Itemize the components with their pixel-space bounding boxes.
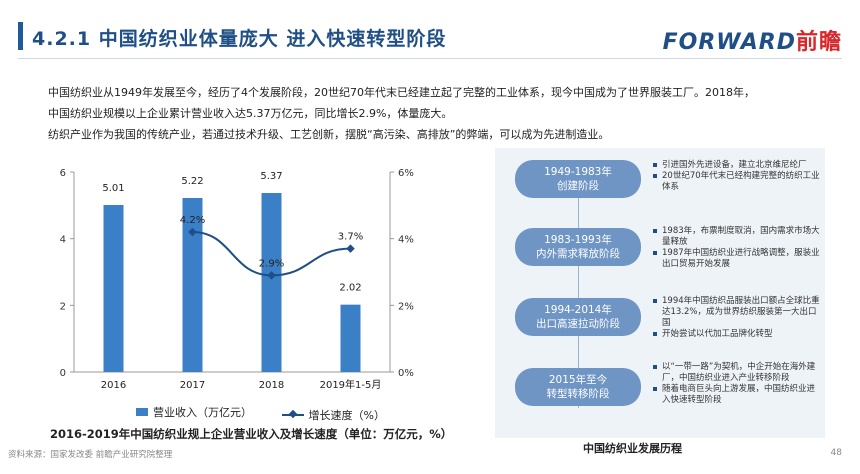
bar-2018	[261, 193, 282, 372]
x-tick-label: 2019年1-5月	[320, 378, 382, 391]
stage-4-bullet-2: 随着电商巨头向上游发展，中国纺织业进入快速转型阶段	[653, 384, 823, 406]
header-divider	[18, 58, 842, 59]
y-right-tick-label: 6%	[398, 168, 414, 179]
logo-latin: FORWARD	[662, 30, 796, 55]
stage-1-bullet-2: 20世纪70年代末已经构建完整的纺织工业体系	[653, 171, 823, 193]
growth-point	[267, 271, 276, 280]
growth-point	[346, 244, 355, 253]
growth-value-label: 4.2%	[180, 215, 205, 226]
legend-label-growth: 增长速度（%）	[308, 409, 385, 422]
bar-value-label: 5.37	[260, 171, 282, 182]
stage-2-period: 1983-1993年	[544, 234, 612, 246]
chart-legend: 营业收入（万亿元） 增长速度（%）	[136, 404, 411, 423]
page-header: 4.2.1 中国纺织业体量庞大 进入快速转型阶段 FORWARD前瞻	[18, 18, 842, 56]
logo-cn: 前瞻	[795, 30, 842, 55]
development-timeline: 1949-1983年 创建阶段 引进国外先进设备，建立北京维尼纶厂 20世纪70…	[495, 148, 825, 438]
stage-4-period: 2015年至今	[548, 374, 608, 386]
stage-2-bullet-2: 1987年中国纺织业进行战略调整，服装业出口贸易开始发展	[653, 248, 823, 270]
stage-4-name: 转型转移阶段	[546, 388, 610, 400]
y-right-tick-label: 2%	[398, 301, 414, 312]
legend-item-growth: 增长速度（%）	[281, 407, 385, 423]
stage-1-box: 1949-1983年 创建阶段	[515, 160, 641, 198]
stage-1-period: 1949-1983年	[544, 166, 612, 178]
bar-2016	[103, 205, 124, 372]
chart-caption: 2016-2019年中国纺织业规上企业营业收入及增长速度（单位：万亿元，%）	[50, 427, 453, 441]
x-tick-label: 2018	[259, 380, 284, 391]
page-number: 48	[830, 448, 842, 458]
revenue-growth-chart: 0 2 4 6 0% 2% 4% 6% 5.01 2016 5.22 2017 5.37 2018 2.02…	[40, 160, 430, 430]
x-tick-label: 2016	[101, 380, 126, 391]
stage-3-bullet-2: 开始尝试以代加工品牌化转型	[653, 329, 823, 340]
stage-4-bullets: 以“一带一路”为契机，中企开始在海外建厂，中国纺织业进入产业转移阶段 随着电商巨…	[653, 362, 823, 406]
y-left-tick-label: 0	[60, 368, 66, 379]
page-title: 4.2.1 中国纺织业体量庞大 进入快速转型阶段	[32, 28, 447, 50]
intro-paragraph-3: 纺织产业作为我国的传统产业，若通过技术升级、工艺创新，摆脱“高污染、高排放”的弊…	[48, 128, 610, 141]
chart-svg: 0 2 4 6 0% 2% 4% 6% 5.01 2016 5.22 2017 5.37 2018 2.02…	[60, 168, 414, 391]
growth-value-label: 3.7%	[338, 232, 363, 243]
legend-item-revenue: 营业收入（万亿元）	[136, 404, 252, 420]
bar-value-label: 5.01	[102, 183, 124, 194]
timeline-title: 中国纺织业发展历程	[583, 442, 682, 455]
stage-2-box: 1983-1993年 内外需求释放阶段	[515, 228, 641, 266]
stage-3-period: 1994-2014年	[544, 304, 612, 316]
growth-point	[188, 227, 197, 237]
intro-paragraph-2: 中国纺织业规模以上企业累计营业收入达5.37万亿元，同比增长2.9%，体量庞大。	[48, 107, 453, 120]
legend-label-revenue: 营业收入（万亿元）	[153, 406, 252, 419]
stage-2-bullets: 1983年，布票制度取消，国内需求市场大量释放 1987年中国纺织业进行战略调整…	[653, 226, 823, 270]
y-left-tick-label: 4	[60, 235, 66, 246]
stage-4-bullet-1: 以“一带一路”为契机，中企开始在海外建厂，中国纺织业进入产业转移阶段	[653, 362, 823, 384]
source-note: 资料来源：国家发改委 前瞻产业研究院整理	[8, 450, 173, 460]
stage-3-box: 1994-2014年 出口高速拉动阶段	[515, 298, 641, 336]
stage-3-bullets: 1994年中国纺织品服装出口额占全球比重达13.2%，成为世界纺织服装第一大出口…	[653, 296, 823, 340]
stage-3-bullet-1: 1994年中国纺织品服装出口额占全球比重达13.2%，成为世界纺织服装第一大出口…	[653, 296, 823, 329]
bar-value-label: 5.22	[181, 176, 203, 187]
legend-bar-swatch	[136, 408, 148, 416]
growth-value-label: 2.9%	[259, 258, 284, 269]
y-right-tick-label: 0%	[398, 368, 414, 379]
forward-logo: FORWARD前瞻	[663, 24, 842, 56]
x-tick-label: 2017	[180, 380, 205, 391]
bar-2017	[182, 198, 203, 372]
y-left-tick-label: 6	[60, 168, 66, 179]
timeline-connector	[578, 168, 579, 408]
stage-2-bullet-1: 1983年，布票制度取消，国内需求市场大量释放	[653, 226, 823, 248]
stage-1-name: 创建阶段	[557, 180, 599, 192]
stage-1-bullets: 引进国外先进设备，建立北京维尼纶厂 20世纪70年代末已经构建完整的纺织工业体系	[653, 160, 823, 193]
header-accent-bar	[18, 22, 23, 50]
stage-3-name: 出口高速拉动阶段	[536, 318, 620, 330]
stage-2-name: 内外需求释放阶段	[536, 248, 620, 260]
bar-value-label: 2.02	[339, 283, 361, 294]
y-right-tick-label: 4%	[398, 235, 414, 246]
y-left-tick-label: 2	[60, 301, 66, 312]
stage-4-box: 2015年至今 转型转移阶段	[515, 368, 641, 406]
legend-line-swatch	[281, 414, 304, 416]
stage-1-bullet-1: 引进国外先进设备，建立北京维尼纶厂	[653, 160, 823, 171]
bar-2019年1-5月	[340, 304, 361, 372]
intro-paragraph-1: 中国纺织业从1949年发展至今，经历了4个发展阶段，20世纪70年代末已经建立起…	[48, 86, 755, 99]
